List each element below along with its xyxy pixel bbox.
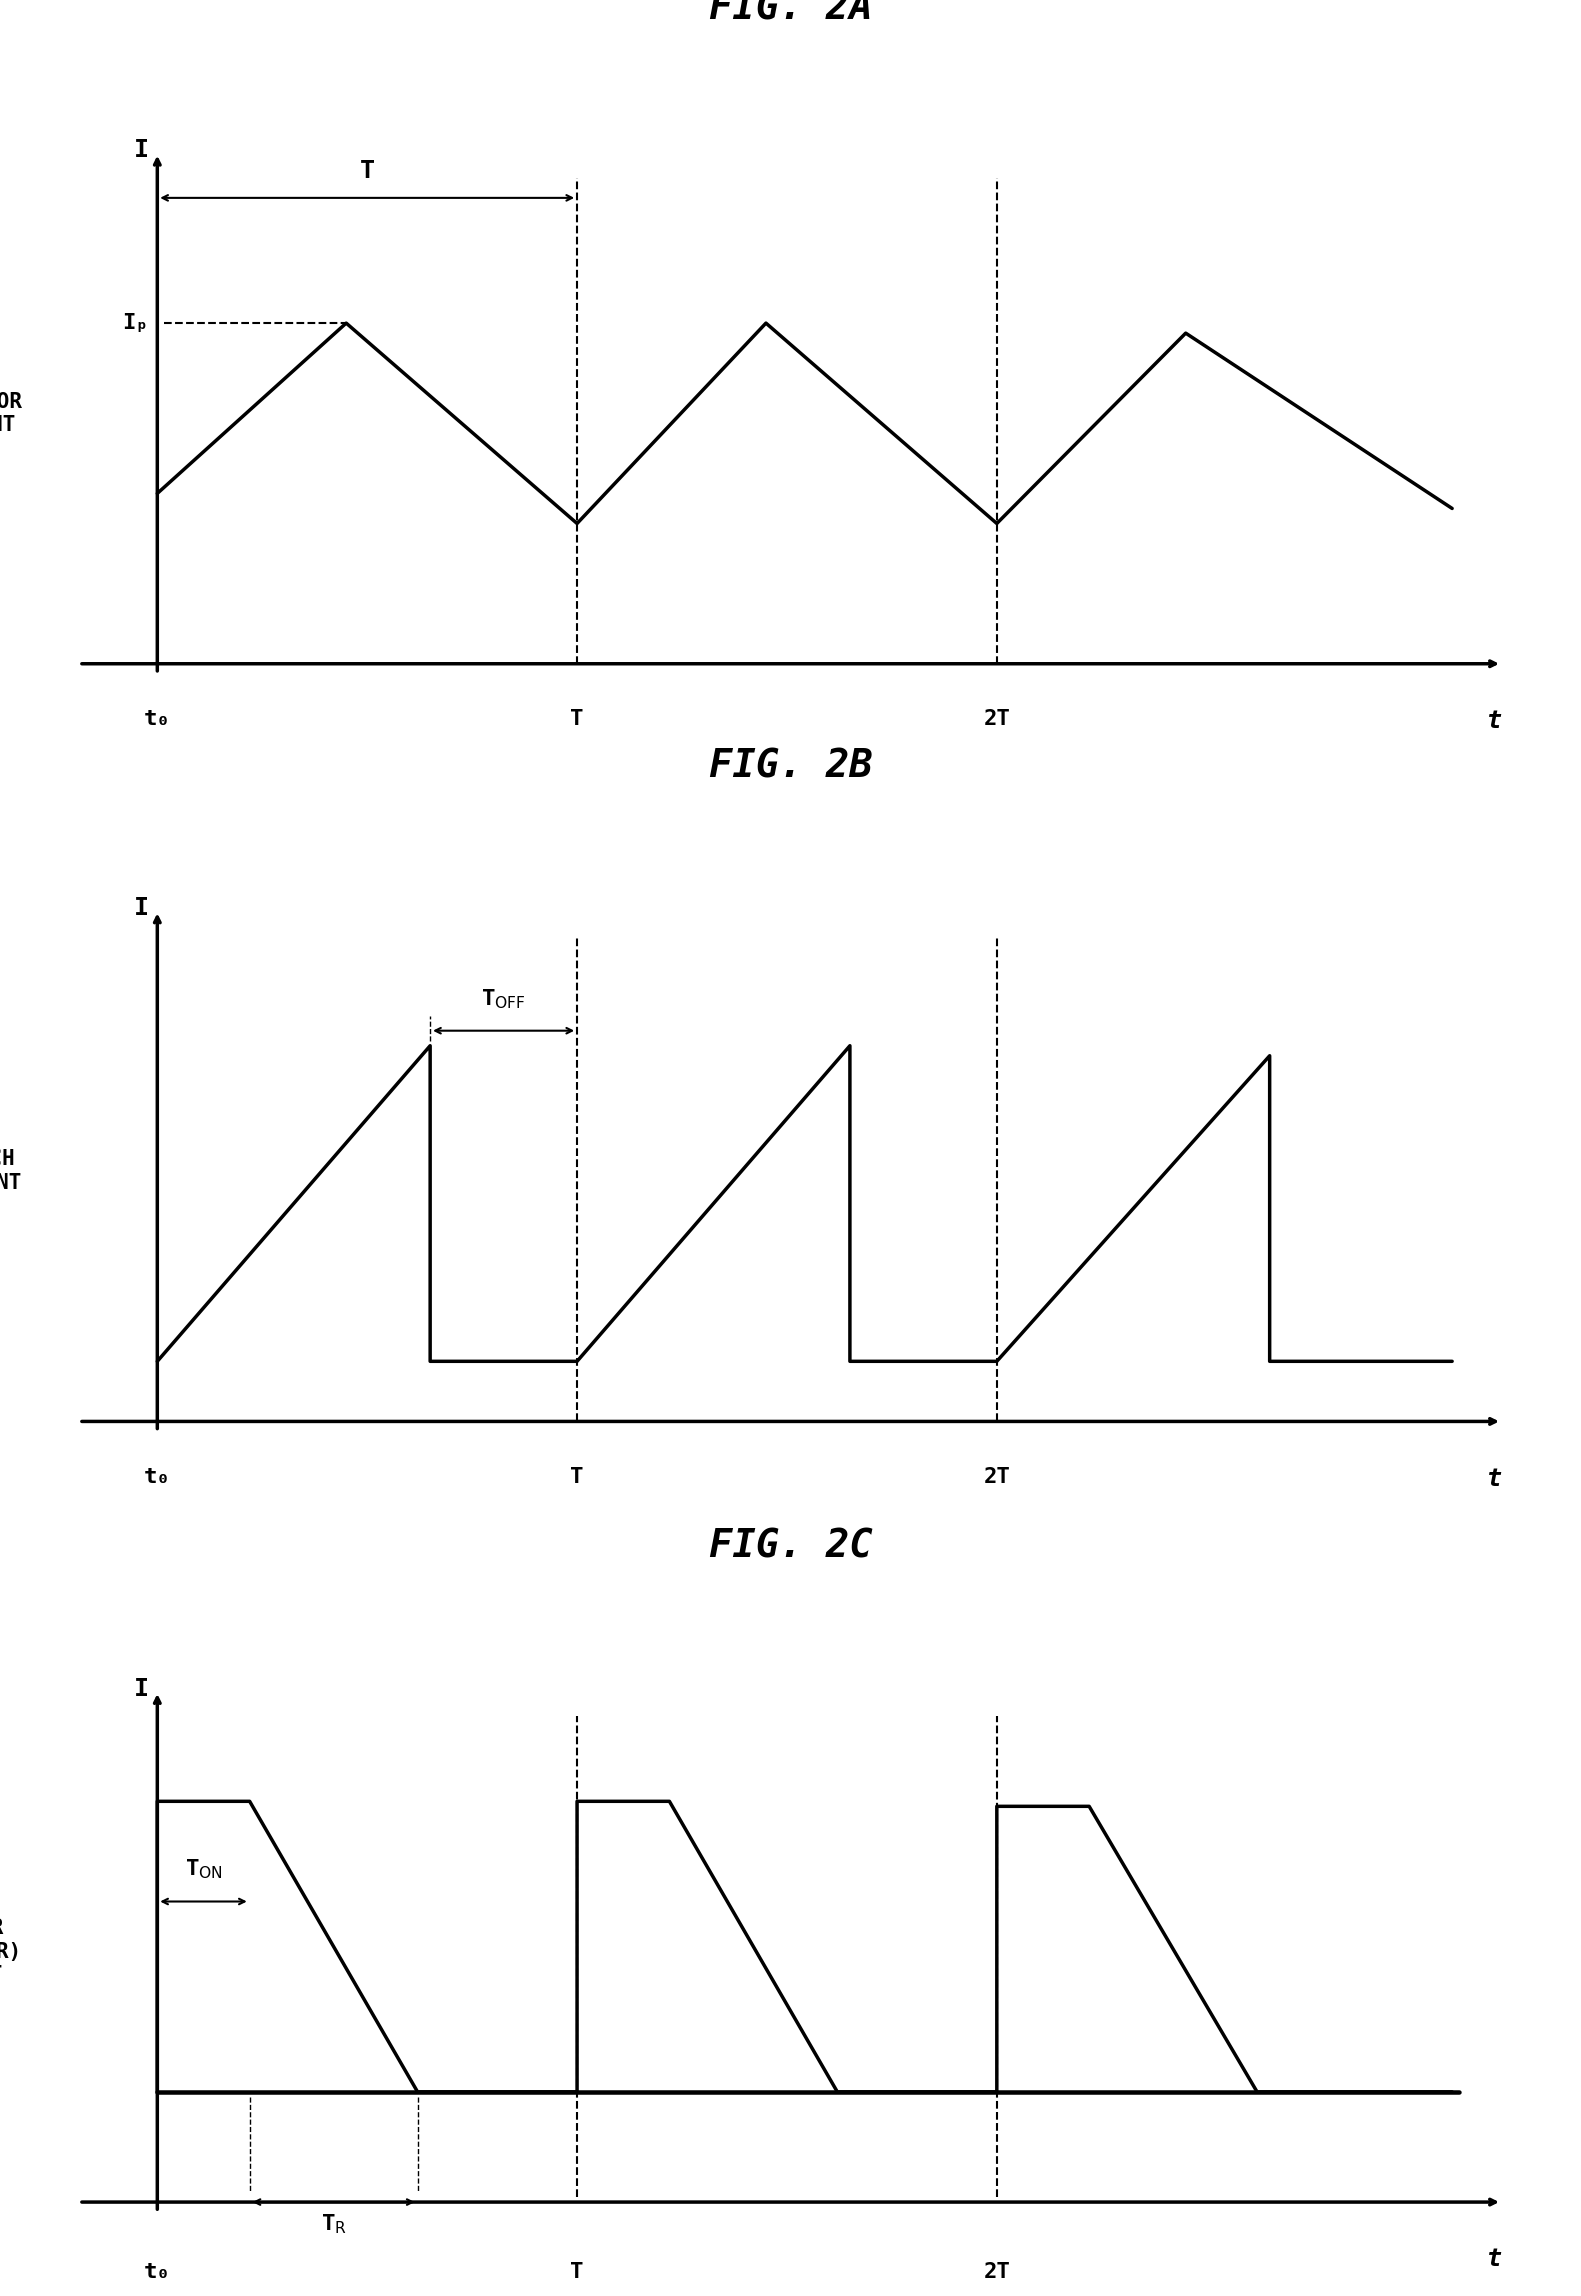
- Text: T: T: [571, 709, 583, 728]
- Text: 2T: 2T: [983, 2262, 1010, 2282]
- Text: LED (OR
RECTIFIER)
CURRENT: LED (OR RECTIFIER) CURRENT: [0, 1919, 22, 1984]
- Text: t: t: [1488, 1467, 1502, 1490]
- Text: SWITCH
CURRENT: SWITCH CURRENT: [0, 1150, 22, 1192]
- Text: T$_{\mathsf{OFF}}$: T$_{\mathsf{OFF}}$: [481, 987, 526, 1010]
- Text: t₀: t₀: [144, 709, 171, 728]
- Text: 2T: 2T: [983, 1467, 1010, 1486]
- Text: 2T: 2T: [983, 709, 1010, 728]
- Text: I: I: [134, 895, 149, 921]
- Text: Iₚ: Iₚ: [122, 312, 149, 333]
- Text: INDUCTOR
CURRENT: INDUCTOR CURRENT: [0, 393, 22, 434]
- Text: t: t: [1488, 709, 1502, 732]
- Text: I: I: [134, 138, 149, 163]
- Text: T: T: [571, 1467, 583, 1486]
- Text: t: t: [1488, 2248, 1502, 2271]
- Text: FIG. 2A: FIG. 2A: [708, 0, 873, 28]
- Text: T: T: [360, 158, 375, 184]
- Text: FIG. 2B: FIG. 2B: [708, 746, 873, 785]
- Text: t₀: t₀: [144, 2262, 171, 2282]
- Text: FIG. 2C: FIG. 2C: [708, 1527, 873, 1566]
- Text: I: I: [134, 1676, 149, 1701]
- Text: T: T: [571, 2262, 583, 2282]
- Text: t₀: t₀: [144, 1467, 171, 1486]
- Text: T$_{\mathsf{R}}$: T$_{\mathsf{R}}$: [321, 2211, 346, 2236]
- Text: T$_{\mathsf{ON}}$: T$_{\mathsf{ON}}$: [185, 1857, 223, 1880]
